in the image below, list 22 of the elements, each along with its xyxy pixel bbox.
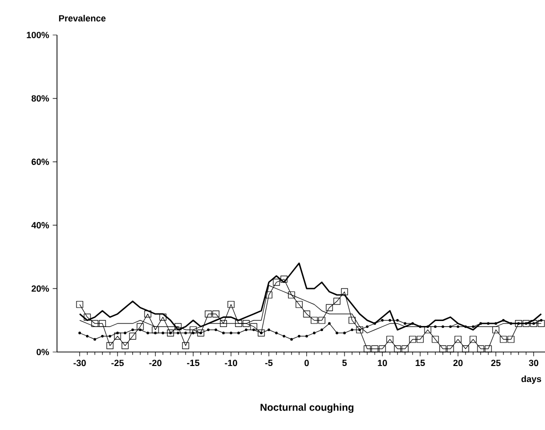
y-tick-label: 20% bbox=[32, 285, 49, 292]
y-tick-label: 60% bbox=[32, 158, 49, 165]
text: Nocturnal coughing bbox=[260, 404, 354, 413]
y-tick-label: 40% bbox=[31, 222, 49, 228]
x-tick-label: 25 bbox=[491, 360, 501, 366]
x-tick-label: 15 bbox=[416, 360, 425, 366]
x-tick-label: 20 bbox=[453, 360, 463, 366]
x-tick-label: -15 bbox=[187, 360, 200, 366]
x-tick-label: -20 bbox=[149, 360, 162, 366]
x-tick-label: 10 bbox=[378, 360, 387, 366]
y-tick-label: 80% bbox=[32, 95, 49, 102]
x-tick-label: -30 bbox=[74, 360, 86, 366]
x-tick-label: -25 bbox=[111, 360, 124, 366]
y-tick-label: 100% bbox=[26, 32, 49, 38]
y-axis-title: Prevalence bbox=[59, 14, 106, 22]
x-tick-label: 30 bbox=[528, 360, 538, 366]
x-axis-title: days bbox=[521, 376, 542, 384]
x-tick-label: -5 bbox=[265, 360, 273, 366]
x-tick-label: -10 bbox=[224, 360, 238, 366]
y-tick-label: 0% bbox=[36, 348, 49, 356]
x-tick-label: 5 bbox=[342, 360, 347, 366]
x-tick-label: 0 bbox=[304, 360, 309, 366]
